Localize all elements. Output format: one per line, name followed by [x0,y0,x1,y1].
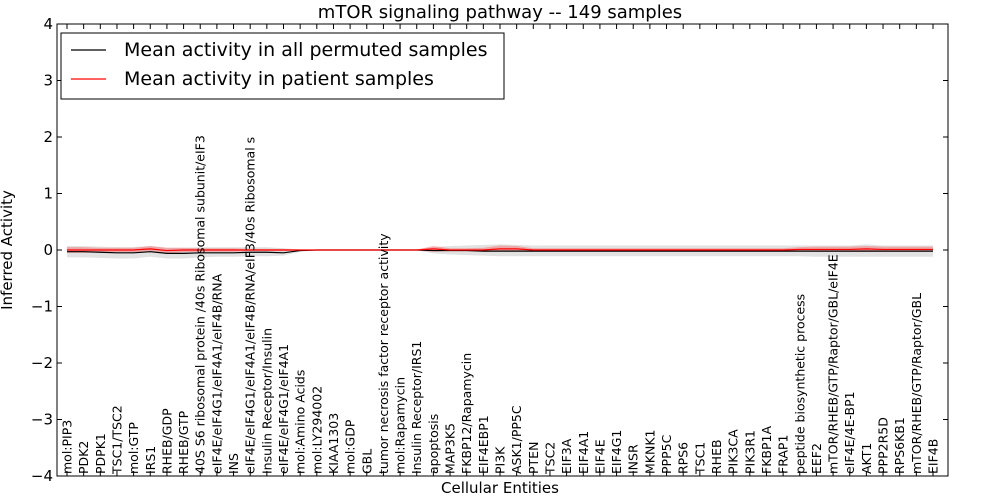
category-label: eIF4E/eIF4G1/eIF4A1/eIF4B/RNA/eIF3/40s R… [243,137,258,474]
category-label: PIK3CA [726,429,741,474]
y-tick-label: 0 [43,241,53,259]
category-label: RHEB [709,439,724,474]
category-label: EIF4E [592,439,607,474]
legend: Mean activity in all permuted samples Me… [60,32,505,100]
category-label: mTOR/RHEB/GTP/Raptor/GBL/eIF4E [826,254,841,474]
category-label: TSC1/TSC2 [110,405,125,475]
category-label: eIF4E/eIF4G1/eIF4A1/eIF4B/RNA [209,273,224,474]
category-label: INSR [626,444,641,474]
category-label: IRS1 [143,446,158,474]
y-tick-label: 3 [43,72,53,90]
y-axis-label: Inferred Activity [0,190,16,310]
category-label: FKBP12/Rapamycin [459,353,474,474]
category-label: EIF4G1 [609,430,624,474]
legend-label-permuted: Mean activity in all permuted samples [124,39,487,61]
category-label: GBL [359,449,374,474]
category-label: peptide biosynthetic process [792,294,807,474]
category-label: Insulin Receptor/Insulin [259,328,274,474]
category-label: EIF4B [926,439,941,474]
line-permuted [67,249,933,254]
x-axis-ticks [66,24,934,476]
category-label: mol:GTP [126,422,141,474]
category-label: MKNK1 [642,430,657,474]
category-label: PPP5C [659,434,674,474]
category-label: RHEB/GDP [159,408,174,474]
category-label: RHEB/GTP [176,410,191,474]
x-axis-label: Cellular Entities [441,479,559,497]
category-label: tumor necrosis factor receptor activity [376,233,391,474]
category-label: TSC1 [692,442,707,475]
y-tick-label: −1 [31,298,53,316]
category-label: EEF2 [809,443,824,474]
category-label: EIF4EBP1 [476,415,491,474]
category-label: mol:PIP3 [60,420,75,474]
category-label: PPP2R5D [876,417,891,474]
line-patient [67,248,933,252]
category-label: PDPK1 [93,433,108,474]
category-label: mTOR/RHEB/GTP/Raptor/GBL [909,293,924,474]
legend-box [60,32,505,100]
y-axis-ticks: −4 −3 −2 −1 0 1 2 3 4 [31,15,948,485]
category-label: mol:GDP [343,419,358,474]
category-label: INS [226,453,241,474]
legend-label-patient: Mean activity in patient samples [124,68,434,90]
category-label: mol:Rapamycin [393,377,408,474]
series-lines [67,248,933,254]
category-label: ASK1/PP5C [509,405,524,474]
category-label: TSC2 [543,442,558,475]
category-label: EIF4A1 [576,431,591,474]
category-label: MAP3K5 [443,423,458,474]
category-label: apoptosis [426,414,441,474]
category-label: PI3K [493,446,508,474]
y-tick-label: −4 [31,467,53,485]
chart-title: mTOR signaling pathway -- 149 samples [318,2,682,23]
category-label: Insulin Receptor/IRS1 [409,341,424,474]
category-label: 40S S6 ribosomal protein /40s Ribosomal … [193,135,208,474]
category-label: RPS6 [676,442,691,474]
y-tick-label: −2 [31,354,53,372]
category-label: eIF4E/eIF4G1/eIF4A1 [276,344,291,474]
category-label: PIK3R1 [742,430,757,474]
category-label: mol:LY294002 [309,386,324,474]
category-label: KIAA1303 [326,413,341,474]
category-label: AKT1 [859,443,874,474]
y-tick-label: 4 [43,15,53,33]
category-label: EIF3A [559,438,574,474]
category-label: FKBP1A [759,426,774,474]
category-label: PTEN [526,442,541,474]
category-label: FRAP1 [776,435,791,474]
category-label: eIF4E/4E-BP1 [842,391,857,474]
y-tick-label: −3 [31,411,53,429]
y-tick-label: 2 [43,128,53,146]
category-label: RPS6KB1 [892,417,907,474]
y-tick-label: 1 [43,185,53,203]
category-label: mol:Amino Acids [293,370,308,474]
category-label: PDK2 [76,441,91,474]
category-labels: mol:PIP3 PDK2 PDPK1 TSC1/TSC2 mol:GTP IRS1 RHE… [60,135,941,475]
